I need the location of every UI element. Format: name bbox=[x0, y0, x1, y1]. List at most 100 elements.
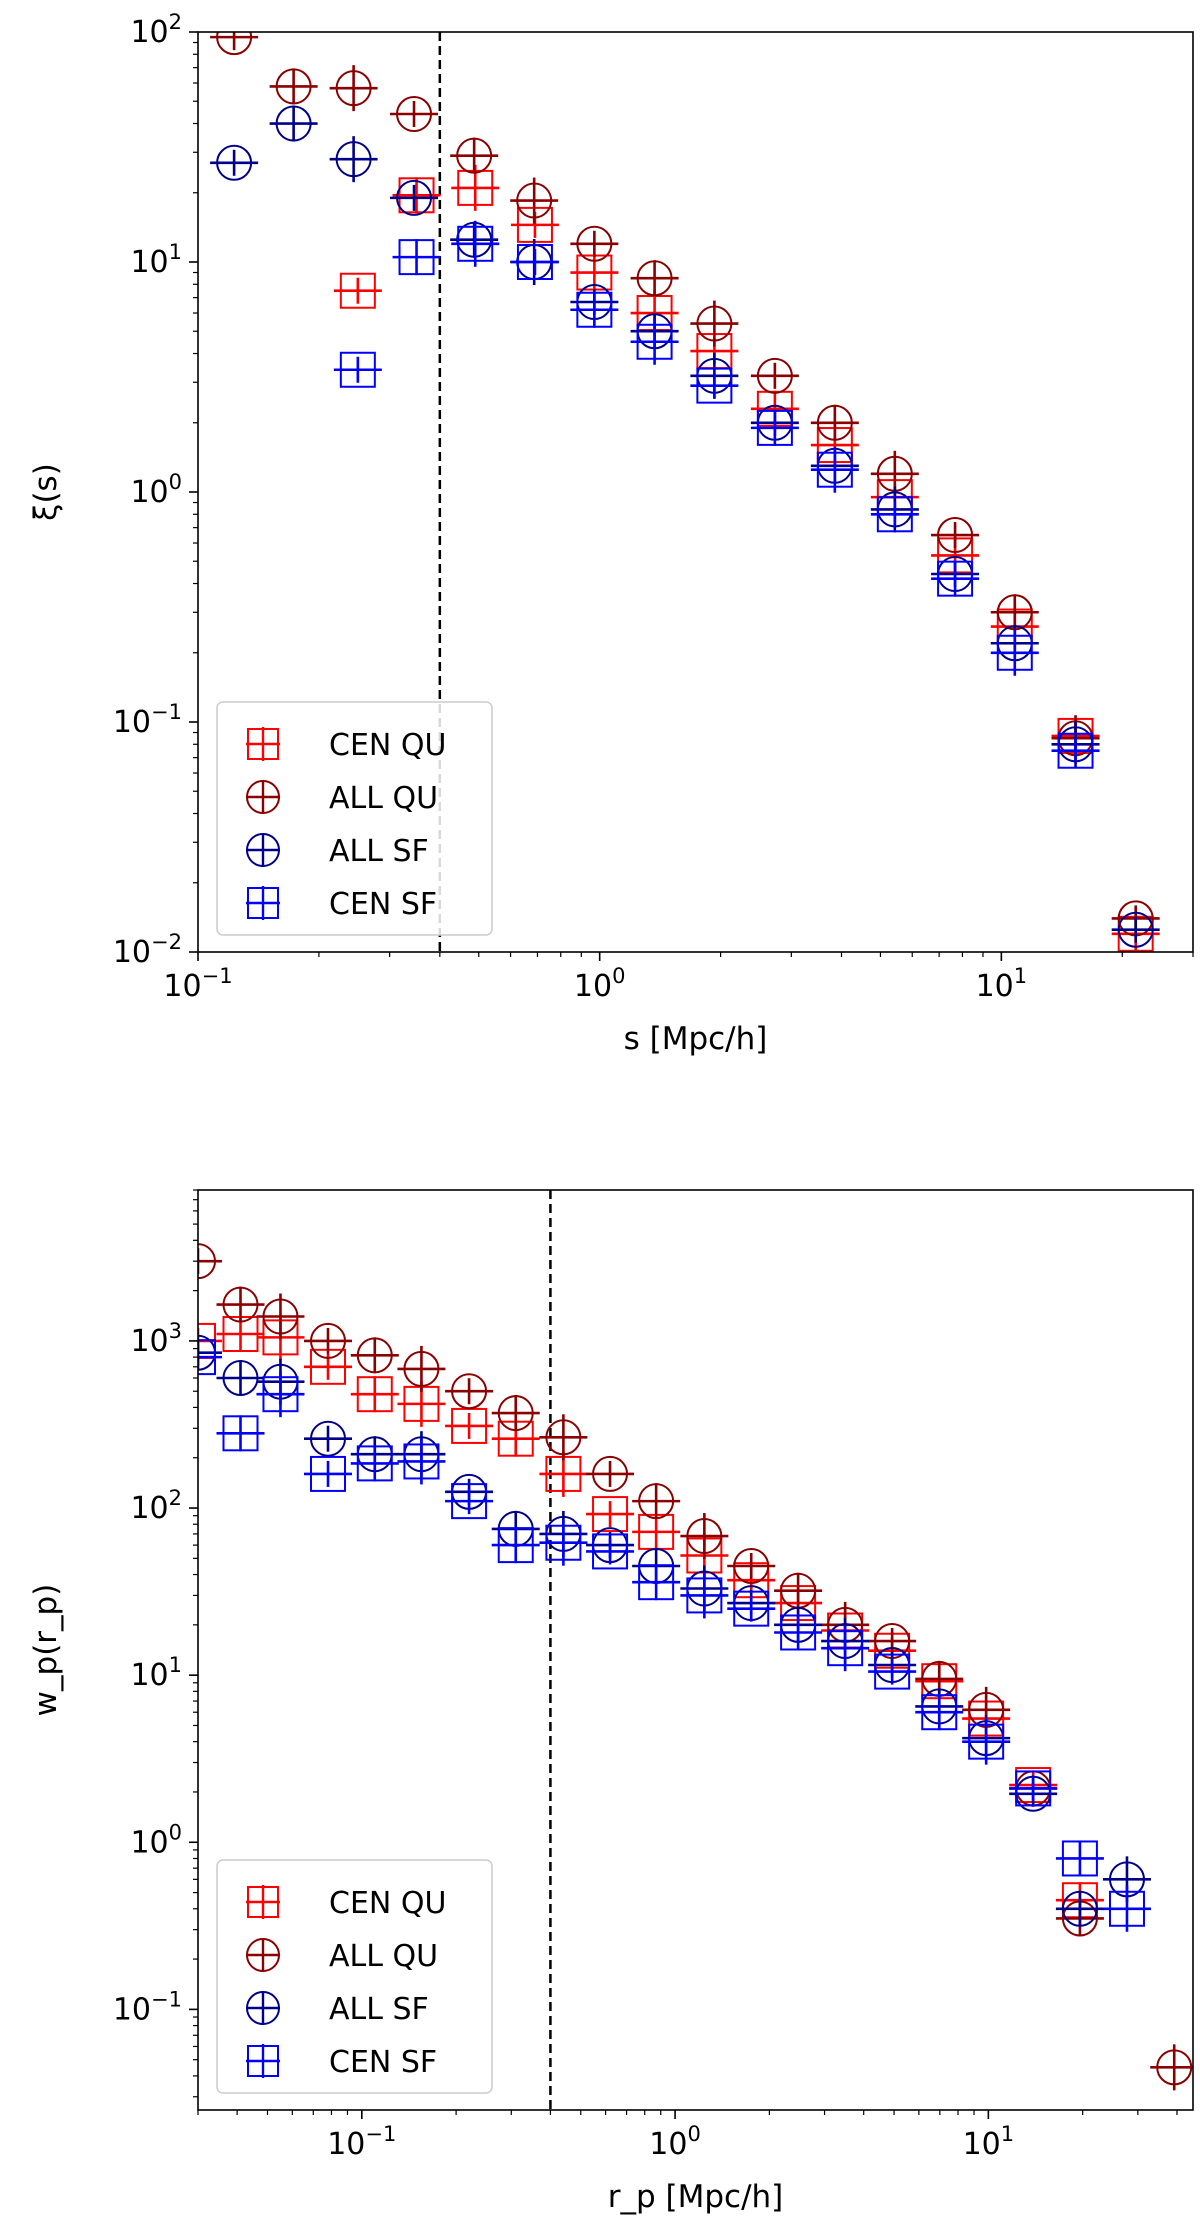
legend-entry: ALL SF bbox=[246, 833, 429, 869]
x-tick-label: 101 bbox=[976, 964, 1028, 1004]
y-tick-exponent: 0 bbox=[169, 1820, 182, 1844]
data-point-cen-sf bbox=[1055, 1840, 1104, 1877]
marker-circle bbox=[576, 225, 613, 262]
marker-square bbox=[403, 1443, 440, 1480]
data-point-cen-qu bbox=[586, 1496, 635, 1533]
data-point-all-qu bbox=[632, 1483, 681, 1520]
legend-entry: CEN SF bbox=[246, 2044, 437, 2080]
y-axis-label: w_p(r_p) bbox=[28, 1584, 64, 1717]
data-point-all-sf bbox=[210, 144, 259, 181]
legend-entry: CEN QU bbox=[246, 1885, 446, 1921]
data-point-all-qu bbox=[350, 1337, 399, 1374]
x-tick-exponent: 1 bbox=[1014, 964, 1027, 988]
data-point-cen-sf bbox=[445, 1483, 494, 1520]
legend-marker-circle bbox=[246, 1938, 280, 1972]
x-tick-label: 10−1 bbox=[327, 2122, 396, 2162]
marker-circle bbox=[696, 305, 733, 342]
legend-label: CEN SF bbox=[329, 2045, 437, 2080]
marker-circle bbox=[1061, 1890, 1098, 1927]
marker-square bbox=[310, 1455, 347, 1492]
y-tick-base: 10 bbox=[113, 705, 151, 740]
data-point-all-qu bbox=[304, 1322, 353, 1359]
y-tick-label: 10−1 bbox=[113, 1987, 182, 2027]
marker-circle bbox=[545, 1419, 582, 1456]
marker-circle bbox=[638, 1483, 675, 1520]
y-tick-base: 10 bbox=[130, 15, 168, 50]
data-point-cen-sf bbox=[350, 1445, 399, 1482]
data-point-cen-sf bbox=[1009, 1770, 1058, 1807]
legend-label: ALL QU bbox=[329, 1939, 438, 1974]
y-tick-label: 102 bbox=[130, 1486, 182, 1526]
data-point-all-qu bbox=[491, 1395, 540, 1432]
data-point-all-qu bbox=[216, 1286, 265, 1323]
y-tick-exponent: −1 bbox=[151, 1987, 182, 2011]
data-point-cen-qu bbox=[304, 1348, 353, 1385]
legend: CEN QU ALL QU ALL SF CEN SF bbox=[216, 701, 493, 936]
marker-square bbox=[686, 1577, 723, 1614]
marker-circle bbox=[1156, 2049, 1193, 2086]
y-axis-label: ξ(s) bbox=[28, 463, 64, 521]
y-tick-label: 10−2 bbox=[113, 930, 182, 970]
x-tick-exponent: 0 bbox=[687, 2122, 700, 2146]
data-point-all-qu bbox=[210, 32, 259, 56]
marker-square bbox=[780, 1614, 817, 1651]
data-point-all-sf bbox=[329, 136, 378, 183]
y-tick-label: 103 bbox=[130, 1319, 182, 1359]
legend-marker-square bbox=[247, 2045, 279, 2077]
data-point-cen-sf bbox=[810, 446, 859, 493]
marker-square bbox=[968, 1723, 1005, 1760]
data-point-all-qu bbox=[539, 1414, 588, 1461]
data-point-all-sf bbox=[269, 105, 318, 142]
marker-square bbox=[545, 1524, 582, 1561]
marker-square bbox=[398, 177, 435, 214]
data-point-all-qu bbox=[727, 1547, 776, 1584]
y-tick-base: 10 bbox=[130, 1658, 168, 1693]
data-point-cen-sf bbox=[962, 1718, 1011, 1765]
marker-circle bbox=[396, 96, 433, 133]
marker-circle bbox=[636, 260, 673, 297]
y-tick-label: 100 bbox=[130, 1820, 182, 1860]
legend-label: CEN QU bbox=[329, 1886, 446, 1921]
data-point-all-sf bbox=[1055, 1890, 1104, 1927]
data-point-all-qu bbox=[750, 357, 799, 394]
marker-square bbox=[756, 409, 793, 446]
data-points bbox=[210, 32, 1160, 952]
legend-entry: CEN SF bbox=[246, 886, 437, 922]
axes-frame bbox=[197, 31, 1194, 953]
data-point-cen-sf bbox=[491, 1527, 540, 1564]
marker-square bbox=[198, 1339, 216, 1376]
y-tick-base: 10 bbox=[113, 1992, 151, 2027]
legend-marker-circle bbox=[246, 780, 280, 814]
y-tick-base: 10 bbox=[130, 245, 168, 280]
data-point-all-qu bbox=[630, 260, 679, 297]
marker-circle bbox=[262, 1298, 299, 1335]
data-point-cen-sf bbox=[256, 1371, 305, 1418]
data-point-all-sf bbox=[390, 179, 439, 216]
data-point-all-qu bbox=[390, 96, 439, 133]
marker-square bbox=[356, 1445, 393, 1482]
legend-label: ALL SF bbox=[329, 834, 429, 869]
data-point-cen-sf bbox=[1051, 732, 1100, 769]
data-point-all-qu bbox=[931, 517, 980, 554]
marker-square bbox=[816, 451, 853, 488]
data-point-cen-qu bbox=[392, 177, 441, 214]
marker-circle bbox=[403, 1350, 440, 1387]
data-point-cen-qu bbox=[333, 272, 382, 309]
data-point-cen-sf bbox=[304, 1455, 353, 1492]
x-tick-exponent: −1 bbox=[365, 2122, 396, 2146]
axes-frame bbox=[197, 1189, 1194, 2111]
y-tick-base: 10 bbox=[130, 1825, 168, 1860]
marker-circle bbox=[356, 1337, 393, 1374]
series-all-sf bbox=[198, 1334, 1151, 1927]
data-point-cen-sf bbox=[539, 1519, 588, 1566]
marker-square bbox=[874, 1653, 911, 1690]
marker-circle bbox=[456, 137, 493, 174]
y-tick-label: 10−1 bbox=[113, 700, 182, 740]
data-point-cen-sf bbox=[570, 291, 619, 328]
x-tick-base: 10 bbox=[327, 2127, 365, 2162]
data-point-cen-sf bbox=[1102, 1885, 1151, 1932]
data-point-cen-sf bbox=[198, 1339, 222, 1376]
data-point-cen-sf bbox=[868, 1653, 917, 1690]
